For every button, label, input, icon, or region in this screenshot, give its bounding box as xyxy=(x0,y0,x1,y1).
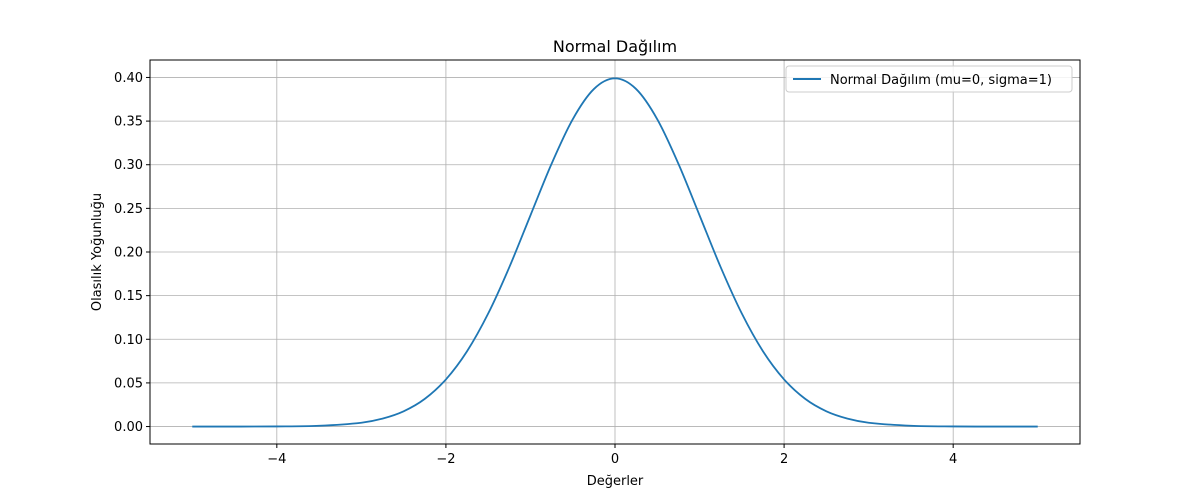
y-tick-label: 0.15 xyxy=(114,289,143,304)
y-tick-label: 0.05 xyxy=(114,376,143,391)
legend: Normal Dağılım (mu=0, sigma=1) xyxy=(785,65,1073,93)
y-tick-label: 0.40 xyxy=(114,71,143,86)
y-tick-label: 0.30 xyxy=(114,158,143,173)
y-tick-label: 0.35 xyxy=(114,115,143,130)
x-axis-label: Değerler xyxy=(587,474,644,489)
x-axis-ticks: −4 −2 0 2 4 xyxy=(267,444,957,467)
x-tick-label: −2 xyxy=(436,452,455,467)
y-tick-label: 0.20 xyxy=(114,246,143,261)
x-tick-label: −4 xyxy=(267,452,286,467)
x-tick-label: 4 xyxy=(949,452,957,467)
y-tick-label: 0.25 xyxy=(114,202,143,217)
legend-label: Normal Dağılım (mu=0, sigma=1) xyxy=(830,73,1052,88)
grid xyxy=(150,60,1080,444)
chart-title: Normal Dağılım xyxy=(553,37,677,56)
y-tick-label: 0.00 xyxy=(114,420,143,435)
series-line xyxy=(192,77,1038,428)
x-tick-label: 2 xyxy=(780,452,788,467)
legend-box xyxy=(785,65,1073,93)
series-layer xyxy=(192,77,1038,428)
x-tick-label: 0 xyxy=(611,452,619,467)
y-axis-ticks: 0.00 0.05 0.10 0.15 0.20 0.25 0.30 0.35 0.40 xyxy=(114,71,150,435)
y-axis-label: Olasılık Yoğunluğu xyxy=(90,193,105,311)
y-tick-label: 0.10 xyxy=(114,333,143,348)
